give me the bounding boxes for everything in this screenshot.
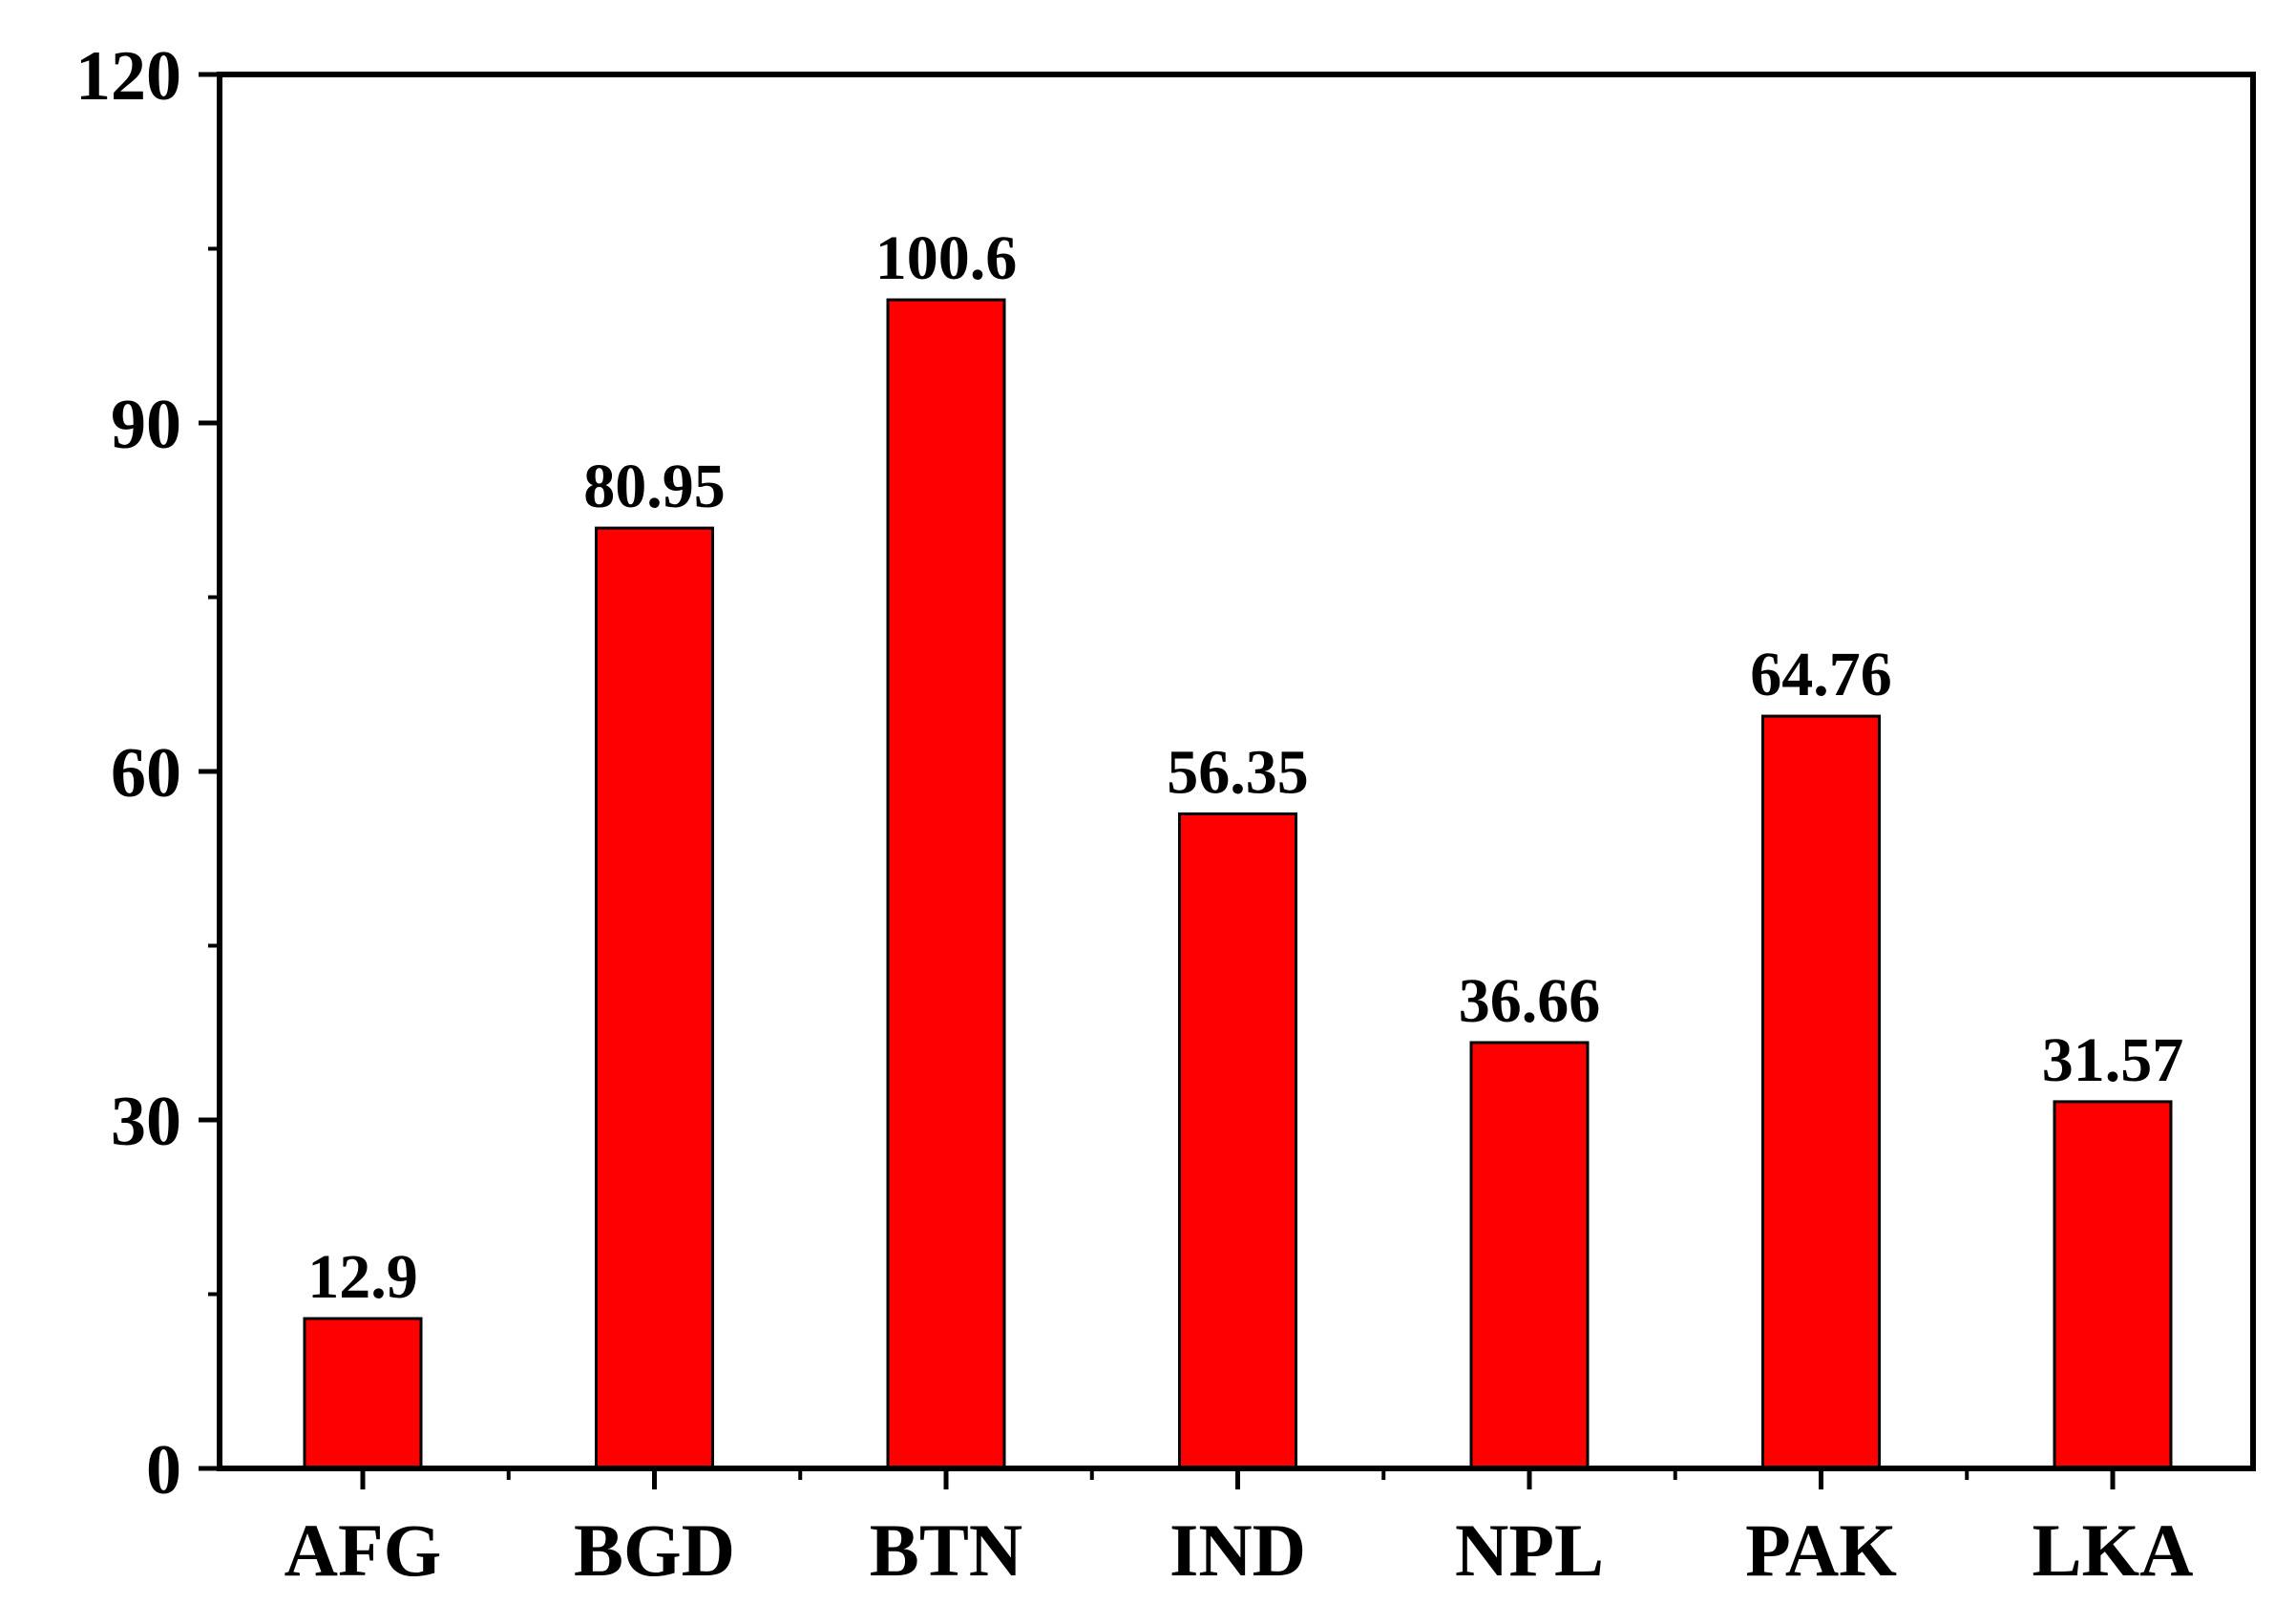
category-label-bgd: BGD: [574, 1509, 735, 1592]
data-label-afg: 12.9: [307, 1242, 418, 1312]
data-label-btn: 100.6: [875, 223, 1018, 293]
category-label-lka: LKA: [2032, 1509, 2193, 1592]
bar-afg: [303, 1317, 423, 1470]
labels-layer: 12.9 AFG 80.95 BGD 100.6 BTN 56.35 IND 36.66 NPL 6…: [75, 37, 2194, 1592]
data-label-npl: 36.66: [1459, 966, 1601, 1036]
y-tick-label-0: 0: [146, 1431, 181, 1509]
bar-lka: [2053, 1100, 2173, 1470]
bar-btn: [886, 298, 1006, 1470]
category-label-ind: IND: [1169, 1509, 1306, 1592]
bar-pak: [1761, 714, 1881, 1470]
y-tick-label-90: 90: [111, 386, 181, 464]
data-label-lka: 31.57: [2042, 1025, 2184, 1095]
y-tick-label-120: 120: [75, 37, 181, 116]
bar-ind: [1178, 812, 1297, 1470]
data-label-bgd: 80.95: [583, 452, 726, 521]
y-tick-label-30: 30: [111, 1083, 181, 1161]
category-label-npl: NPL: [1455, 1509, 1604, 1592]
category-label-pak: PAK: [1745, 1509, 1897, 1592]
bars-layer: [303, 298, 2173, 1470]
bar-bgd: [595, 526, 714, 1470]
plot-frame: [217, 72, 2256, 1471]
category-label-afg: AFG: [284, 1509, 442, 1592]
bar-npl: [1469, 1041, 1590, 1470]
data-label-pak: 64.76: [1750, 640, 1892, 709]
data-label-ind: 56.35: [1167, 737, 1309, 807]
y-tick-label-60: 60: [111, 734, 181, 813]
category-label-btn: BTN: [870, 1509, 1022, 1592]
plot-frame-layer: [217, 72, 2256, 1471]
